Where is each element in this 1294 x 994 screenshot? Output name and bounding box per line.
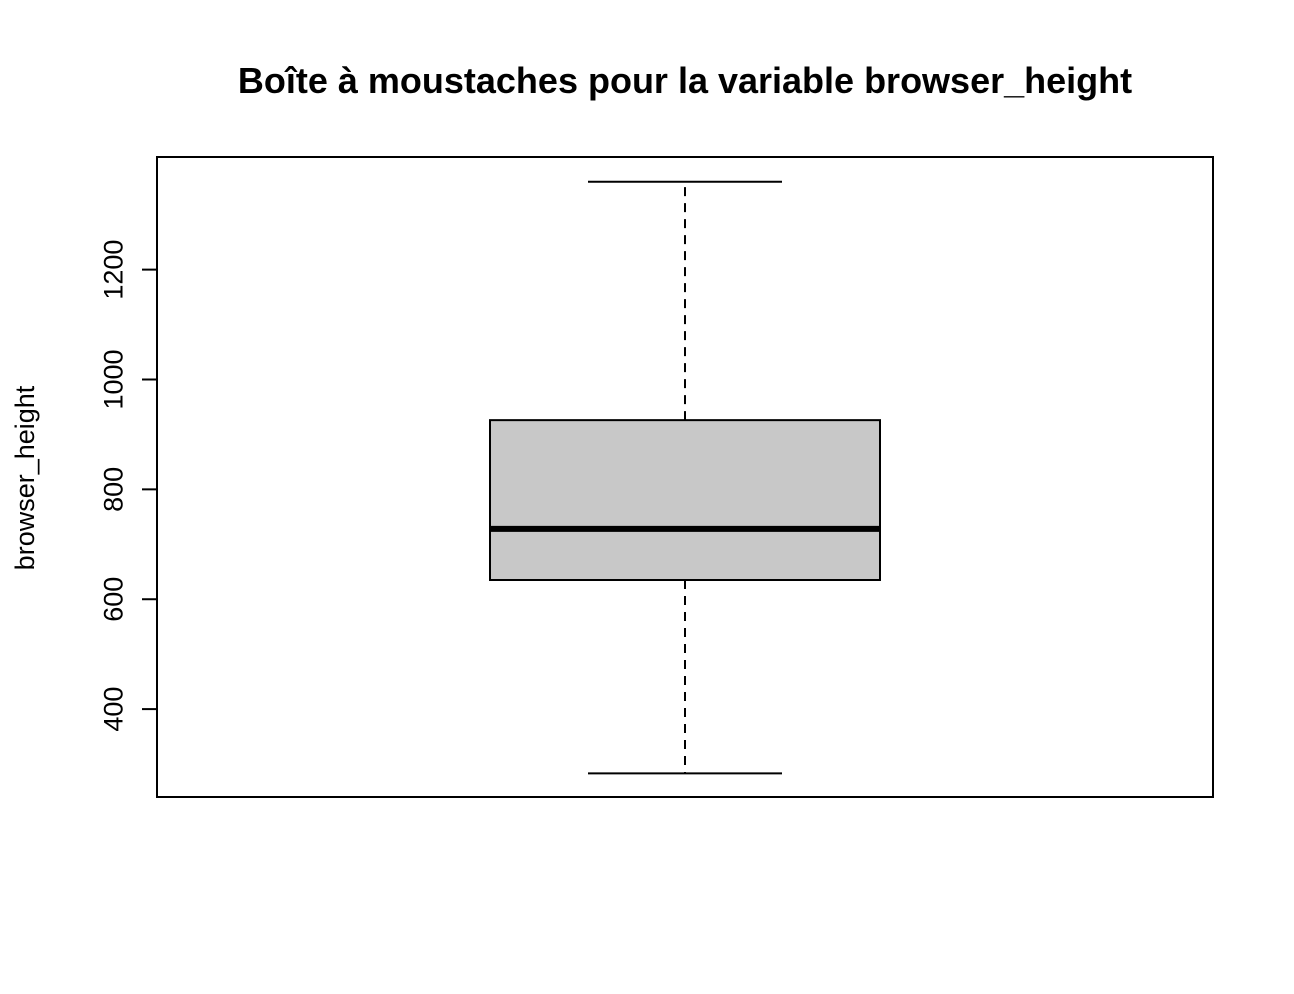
y-tick-label: 400 <box>98 687 128 732</box>
y-tick-label: 1000 <box>98 349 128 409</box>
y-axis: 400 600 800 1000 1200 <box>98 240 158 732</box>
y-axis-label: browser_height <box>10 385 40 570</box>
y-tick-label: 600 <box>98 577 128 622</box>
chart-title: Boîte à moustaches pour la variable brow… <box>238 60 1132 101</box>
y-tick-label: 800 <box>98 467 128 512</box>
y-tick-label: 1200 <box>98 240 128 300</box>
box-plot <box>489 180 881 775</box>
iqr-box <box>489 419 881 582</box>
